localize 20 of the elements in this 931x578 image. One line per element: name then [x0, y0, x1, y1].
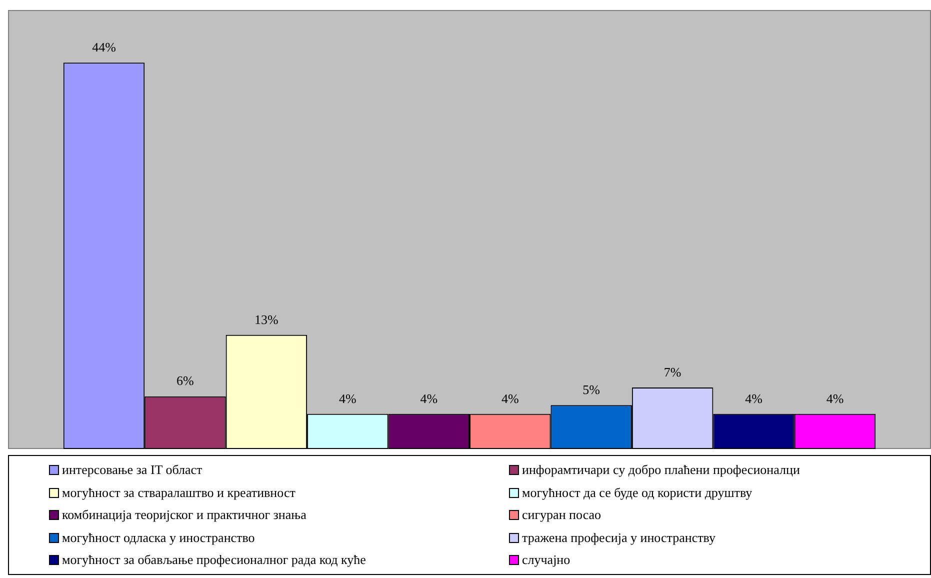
data-label: 4% — [338, 390, 356, 406]
data-label: 44% — [92, 40, 116, 55]
legend-label: сигуран посао — [522, 507, 602, 524]
data-label: 4% — [501, 390, 519, 406]
data-label: 4% — [745, 390, 763, 406]
legend-label: случајно — [522, 552, 570, 568]
legend-label: могућност одласка у иностранство — [62, 530, 255, 546]
legend-label: тражена професија у иностранству — [522, 530, 716, 546]
legend-label: могућност за стваралаштво и креативност — [62, 484, 296, 501]
legend-label: инфорамтичари су добро плаћени професионалци — [522, 462, 800, 478]
data-label: 4% — [826, 390, 844, 406]
legend-label: могућност да се буде од користи друштву — [522, 484, 752, 501]
legend-label: интерсовање за IT област — [62, 462, 202, 478]
data-label: 7% — [664, 364, 682, 380]
data-label: 5% — [582, 382, 600, 398]
legend-label: комбинација теоријског и практичног знања — [62, 507, 306, 524]
data-label: 6% — [176, 373, 194, 388]
legend-label: могућност за обављање професионалног рада код куће — [62, 552, 366, 568]
data-label: 13% — [254, 312, 279, 327]
data-label: 4% — [420, 390, 438, 406]
